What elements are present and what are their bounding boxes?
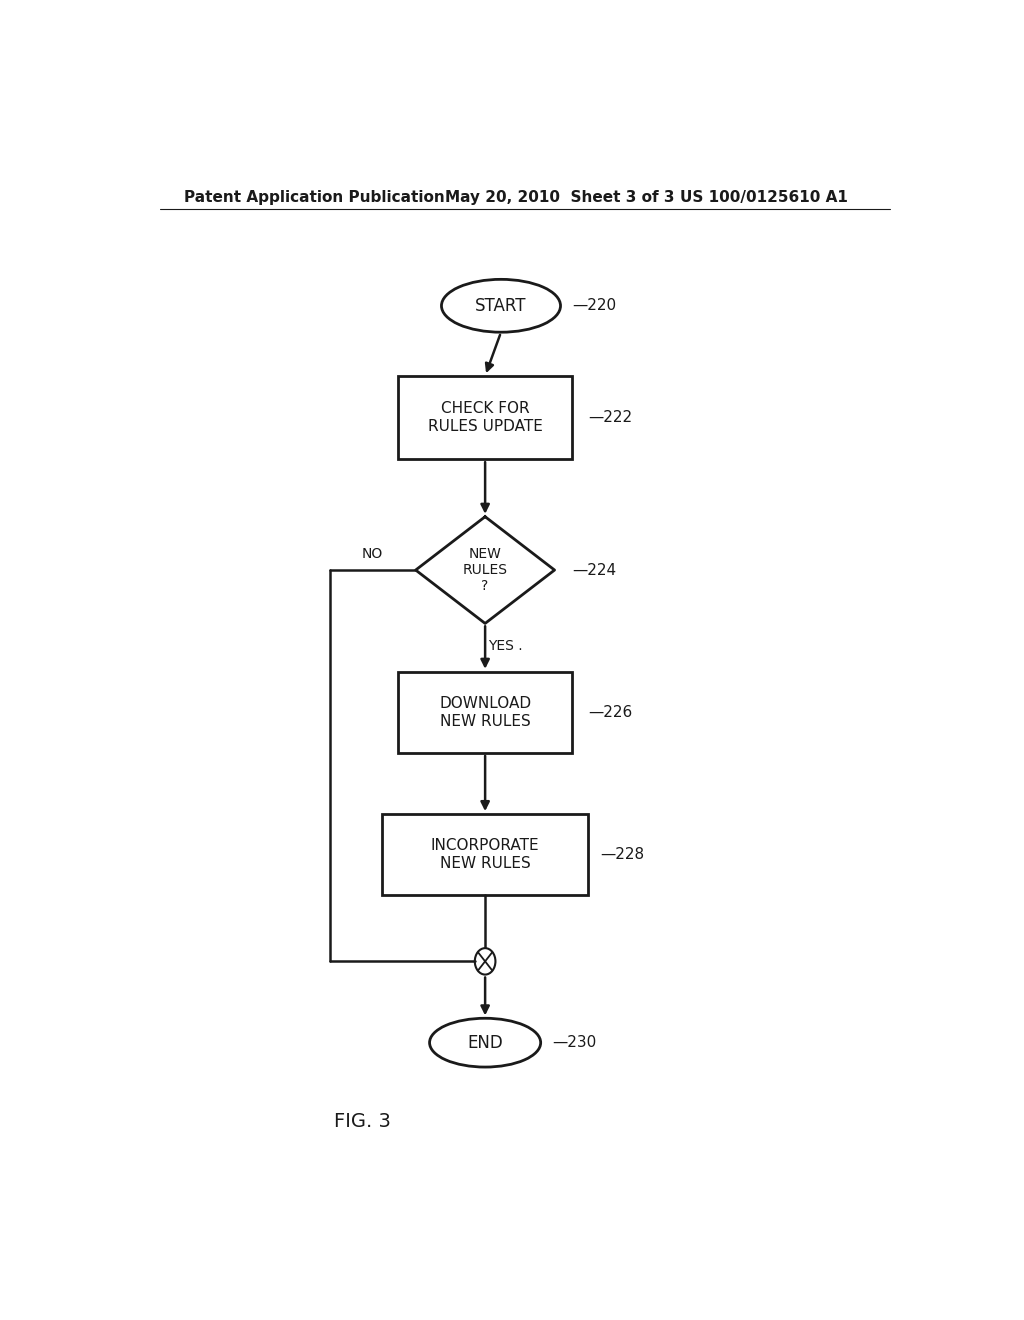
Text: FIG. 3: FIG. 3 <box>334 1113 391 1131</box>
Text: —222: —222 <box>588 411 633 425</box>
Text: INCORPORATE
NEW RULES: INCORPORATE NEW RULES <box>431 838 540 871</box>
Text: END: END <box>467 1034 503 1052</box>
Text: —230: —230 <box>553 1035 597 1051</box>
Bar <box>382 814 588 895</box>
Bar <box>397 672 572 752</box>
Text: YES .: YES . <box>487 639 522 653</box>
Text: Patent Application Publication: Patent Application Publication <box>183 190 444 205</box>
Text: NEW
RULES
?: NEW RULES ? <box>463 546 508 593</box>
Text: —226: —226 <box>588 705 633 719</box>
Text: US 100/0125610 A1: US 100/0125610 A1 <box>680 190 848 205</box>
Text: CHECK FOR
RULES UPDATE: CHECK FOR RULES UPDATE <box>428 401 543 434</box>
Bar <box>397 376 572 459</box>
Text: START: START <box>475 297 526 314</box>
Text: —224: —224 <box>572 562 616 578</box>
Text: DOWNLOAD
NEW RULES: DOWNLOAD NEW RULES <box>439 696 531 729</box>
Text: —228: —228 <box>600 847 644 862</box>
Text: May 20, 2010  Sheet 3 of 3: May 20, 2010 Sheet 3 of 3 <box>445 190 675 205</box>
Text: —220: —220 <box>572 298 616 313</box>
Text: NO: NO <box>361 546 383 561</box>
